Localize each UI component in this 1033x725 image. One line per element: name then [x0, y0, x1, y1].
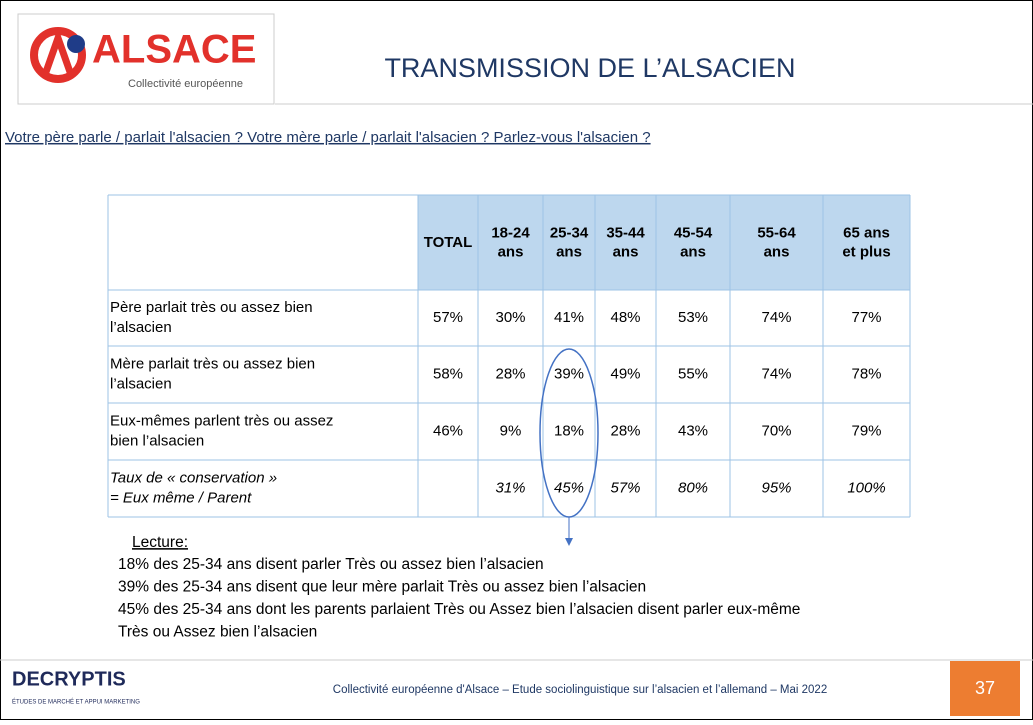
column-header: TOTAL [424, 234, 473, 251]
column-header: ans [498, 243, 524, 260]
cell-value: 31% [495, 479, 525, 496]
cell-value: 49% [610, 365, 640, 382]
cell-value: 79% [851, 422, 881, 439]
column-header: ans [680, 243, 706, 260]
cell-value: 57% [610, 479, 640, 496]
header-cell [730, 195, 823, 290]
cell-value: 39% [554, 365, 584, 382]
footer-logo: DECRYPTIS [12, 668, 126, 690]
column-header: 55-64 [757, 224, 796, 241]
cell-value: 28% [610, 422, 640, 439]
row-label: bien l’alsacien [110, 432, 204, 449]
logo-a [42, 27, 74, 74]
cell-value: 58% [433, 365, 463, 382]
page-box [950, 661, 1020, 716]
cell-value: 18% [554, 422, 584, 439]
logo-text: ALSACE [92, 28, 256, 72]
column-header: 18-24 [491, 224, 530, 241]
column-header: ans [556, 243, 582, 260]
row-label: = Eux même / Parent [110, 489, 252, 506]
header-cell [595, 195, 656, 290]
header-cell [543, 195, 595, 290]
lecture-line: 39% des 25-34 ans disent que leur mère p… [118, 579, 646, 596]
question: Votre père parle / parlait l'alsacien ? … [5, 129, 651, 146]
footer-text: Collectivité européenne d'Alsace – Etude… [333, 684, 827, 696]
cell-value: 48% [610, 309, 640, 326]
cell-value: 55% [678, 365, 708, 382]
arrow-head [565, 538, 573, 546]
header-cell [418, 195, 478, 290]
column-header: 45-54 [674, 224, 713, 241]
page-number: 37 [975, 678, 995, 698]
column-header: 65 ans [843, 224, 890, 241]
row-label: l’alsacien [110, 375, 172, 392]
lecture-line: 18% des 25-34 ans disent parler Très ou … [118, 556, 544, 573]
cell-value: 95% [761, 479, 791, 496]
title: TRANSMISSION DE L’ALSACIEN [384, 53, 795, 83]
row-label: Taux de « conservation » [110, 469, 277, 486]
cell-value: 78% [851, 365, 881, 382]
column-header: ans [764, 243, 790, 260]
cell-value: 80% [678, 479, 708, 496]
lecture: 18% des 25-34 ans disent parler Très ou … [118, 556, 800, 641]
row-label: l’alsacien [110, 319, 172, 336]
column-header: 25-34 [550, 224, 589, 241]
column-header: 35-44 [606, 224, 645, 241]
cell-value: 46% [433, 422, 463, 439]
cell-value: 74% [761, 365, 791, 382]
logo-subtitle: Collectivité européenne [128, 78, 243, 90]
header-cell [656, 195, 730, 290]
cell-value: 57% [433, 309, 463, 326]
cell-value: 53% [678, 309, 708, 326]
lecture-line: Très ou Assez bien l’alsacien [118, 624, 317, 641]
cell-value: 74% [761, 309, 791, 326]
cell-value: 100% [847, 479, 885, 496]
row-label: Père parlait très ou assez bien [110, 299, 313, 316]
cell-value: 43% [678, 422, 708, 439]
cell-value: 70% [761, 422, 791, 439]
column-header: ans [613, 243, 639, 260]
cell-value: 45% [554, 479, 584, 496]
cell-value: 28% [495, 365, 525, 382]
header-cell [823, 195, 910, 290]
lecture-line: 45% des 25-34 ans dont les parents parla… [118, 601, 800, 618]
footer-tagline: ÉTUDES DE MARCHÉ ET APPUI MARKETING [12, 699, 140, 706]
cell-value: 30% [495, 309, 525, 326]
cell-value: 77% [851, 309, 881, 326]
logo-dot [67, 35, 85, 53]
column-header: et plus [842, 243, 890, 260]
row-label: Mère parlait très ou assez bien [110, 355, 315, 372]
table: TOTAL 18-24 ans 25-34 ans 35-44 ans 45-54 ans 55-… [107, 194, 911, 518]
header-cell [478, 195, 543, 290]
row-label: Eux-mêmes parlent très ou assez [110, 412, 333, 429]
lecture-title: Lecture: [132, 534, 188, 551]
cell-value: 9% [500, 422, 522, 439]
cell-value: 41% [554, 309, 584, 326]
